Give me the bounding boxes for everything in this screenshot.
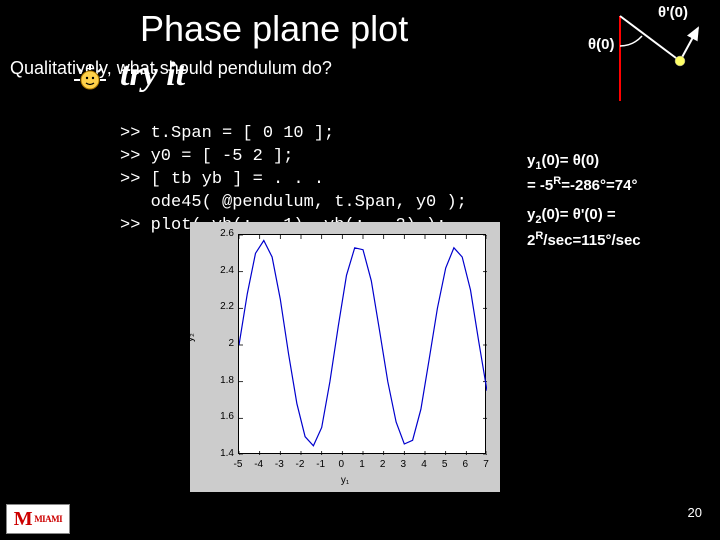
y1-zero-label: y1(0)= θ(0) [527,150,702,174]
pendulum-diagram: θ(0) θ'(0) [540,6,700,116]
ytick-label: 1.8 [198,375,234,386]
tryit-label: try it [120,56,185,94]
ytick-label: 2.4 [198,265,234,276]
initial-conditions: y1(0)= θ(0) = -5R=-286°=74° y2(0)= θ'(0)… [527,150,702,251]
ytick-label: 1.4 [198,448,234,459]
logo-m-icon: M [14,508,32,531]
plot-xlabel: y₁ [341,475,349,486]
ytick-label: 2 [198,338,234,349]
y1-zero-value: = -5R=-286°=74° [527,174,702,196]
logo-text: MIAMI [34,514,62,524]
xtick-label: 7 [474,459,498,470]
code-line: >> y0 = [ -5 2 ]; [120,147,293,166]
theta0-label: θ(0) [588,36,614,53]
y2-zero-label: y2(0)= θ'(0) = [527,204,702,228]
ytick-label: 2.6 [198,228,234,239]
ytick-label: 2.2 [198,301,234,312]
phase-plot: y₂ y₁ 1.41.61.822.22.42.6-5-4-3-2-101234… [190,222,500,492]
code-line: >> t.Span = [ 0 10 ]; [120,124,334,143]
thetaprime0-label: θ'(0) [658,4,688,21]
plot-ylabel: y₂ [185,333,196,342]
code-line: >> [ tb yb ] = . . . [120,170,324,189]
tryit-bullet-icon [72,62,108,98]
code-block: >> t.Span = [ 0 10 ]; >> y0 = [ -5 2 ]; … [120,100,467,238]
y2-zero-value: 2R/sec=115°/sec [527,229,702,251]
university-logo: MMIAMI [6,504,70,534]
code-line: ode45( @pendulum, t.Span, y0 ); [120,193,467,212]
slide-number: 20 [688,505,702,520]
plot-axes [238,234,486,454]
plot-line [239,235,487,455]
ytick-label: 1.6 [198,411,234,422]
